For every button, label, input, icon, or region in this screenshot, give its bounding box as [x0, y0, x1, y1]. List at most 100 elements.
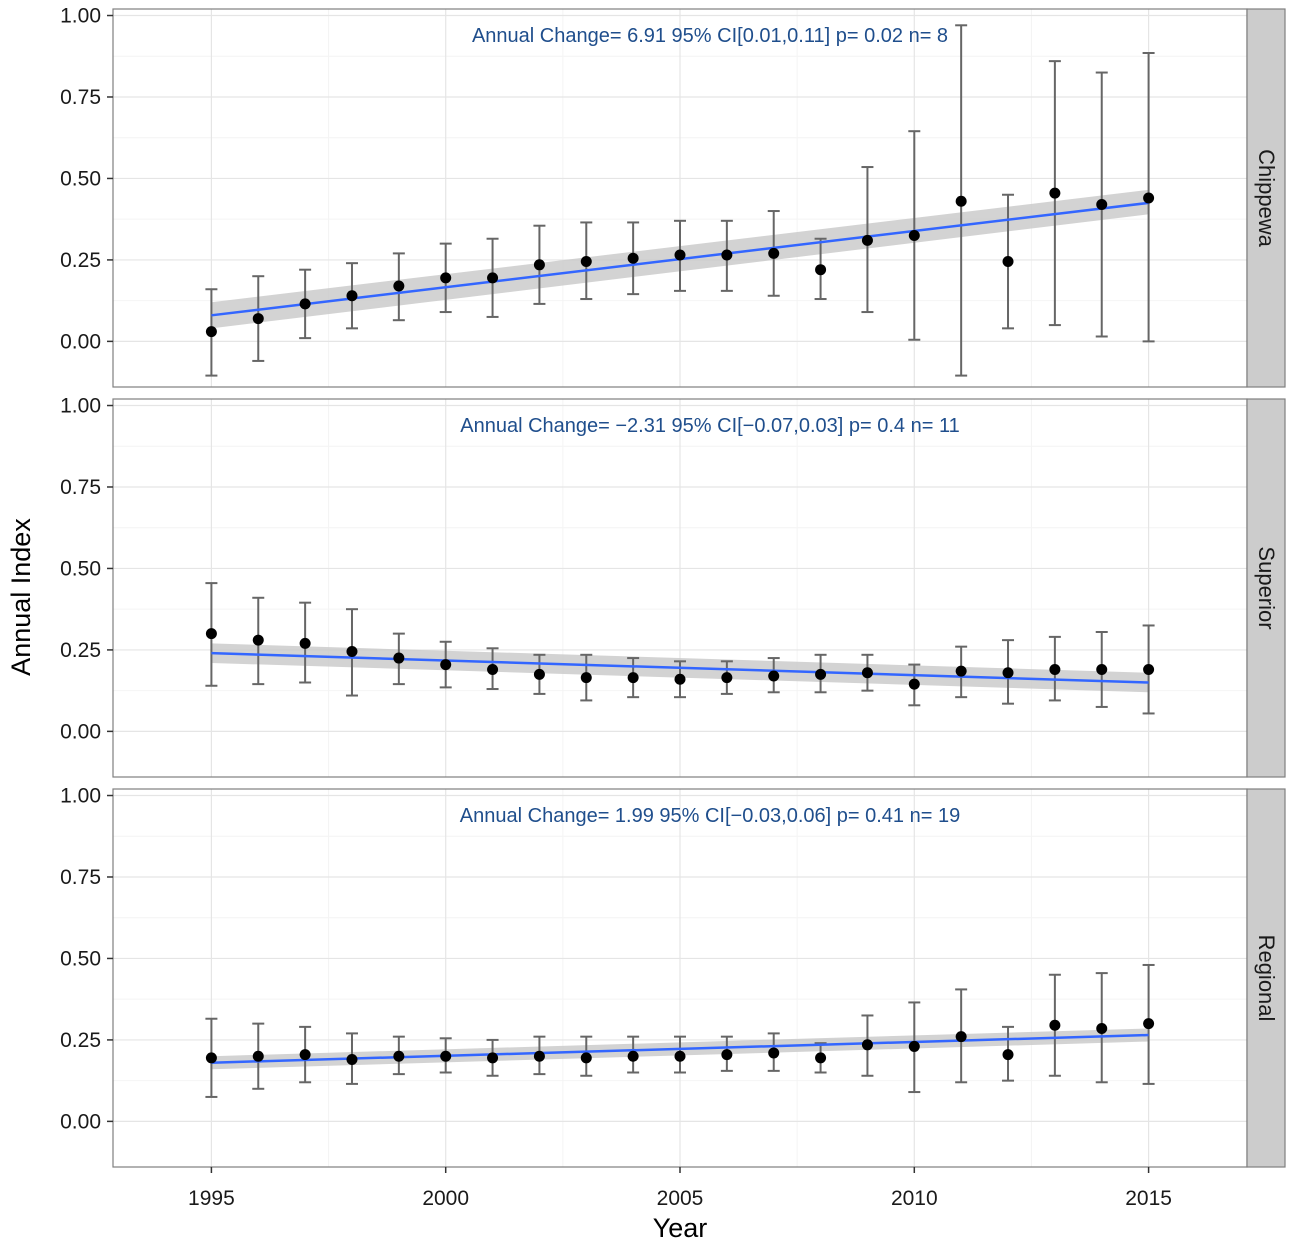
data-point: [580, 1052, 592, 1064]
trend-line: [211, 1033, 1149, 1064]
data-point: [487, 1052, 499, 1064]
data-point: [721, 1049, 733, 1061]
data-point: [393, 652, 405, 664]
facet-annotation: Annual Change= −2.31 95% CI[−0.07,0.03] …: [460, 415, 959, 437]
facet-panel-chippewa: Chippewa Annual Change= 6.91 95% CI[0.01,…: [60, 5, 1286, 388]
data-point: [908, 229, 920, 241]
data-point: [346, 1053, 358, 1065]
y-tick-label: 0.25: [60, 249, 101, 272]
data-point: [299, 1049, 311, 1061]
facet-panel-superior: Superior Annual Change= −2.31 95% CI[−0.0…: [60, 395, 1286, 778]
y-tick-label: 0.00: [60, 1110, 101, 1133]
data-point: [768, 247, 780, 259]
data-point: [955, 195, 967, 207]
data-point: [1143, 663, 1155, 675]
data-point: [440, 659, 452, 671]
data-point: [721, 249, 733, 261]
data-point: [1096, 663, 1108, 675]
data-point: [1002, 667, 1014, 679]
data-point: [440, 1050, 452, 1062]
facet-strip-label: Regional: [1254, 935, 1279, 1022]
data-point: [815, 1052, 827, 1064]
data-point: [1143, 192, 1155, 204]
data-point: [252, 313, 264, 325]
data-point: [861, 234, 873, 246]
y-tick-label: 0.25: [60, 639, 101, 662]
y-tick-label: 0.50: [60, 167, 101, 190]
data-point: [861, 667, 873, 679]
data-point: [768, 1047, 780, 1059]
y-tick-label: 0.75: [60, 476, 101, 499]
data-point: [252, 634, 264, 646]
data-point: [1096, 199, 1108, 211]
data-point: [346, 290, 358, 302]
y-tick-label: 0.25: [60, 1029, 101, 1052]
data-point: [908, 1040, 920, 1052]
y-axis-title: Annual Index: [6, 518, 36, 676]
data-point: [1096, 1023, 1108, 1035]
data-point: [1049, 187, 1061, 199]
data-point: [861, 1039, 873, 1051]
data-point: [487, 663, 499, 675]
facet-strip: [1246, 398, 1286, 778]
data-point: [768, 670, 780, 682]
data-point: [487, 272, 499, 284]
y-tick-label: 0.50: [60, 947, 101, 970]
data-point: [1002, 1049, 1014, 1061]
data-point: [627, 1050, 639, 1062]
x-tick-label: 1995: [188, 1187, 235, 1210]
data-point: [1002, 256, 1014, 268]
data-point: [299, 637, 311, 649]
data-point: [955, 1031, 967, 1043]
data-point: [815, 264, 827, 276]
data-point: [393, 280, 405, 292]
x-tick-label: 2010: [891, 1187, 938, 1210]
facet-panel-regional: Regional Annual Change= 1.99 95% CI[−0.03…: [60, 785, 1286, 1210]
y-tick-label: 0.50: [60, 557, 101, 580]
data-point: [674, 249, 686, 261]
data-point: [721, 672, 733, 684]
y-tick-label: 0.00: [60, 720, 101, 743]
data-point: [533, 259, 545, 271]
y-tick-label: 0.75: [60, 86, 101, 109]
data-point: [627, 672, 639, 684]
data-point: [627, 252, 639, 264]
y-tick-label: 1.00: [60, 785, 101, 808]
data-point: [393, 1050, 405, 1062]
data-point: [908, 678, 920, 690]
y-tick-label: 0.75: [60, 866, 101, 889]
facet-strip-label: Superior: [1254, 546, 1279, 629]
facet-strip: [1246, 788, 1286, 1168]
data-point: [205, 628, 217, 640]
facet-strip: [1246, 8, 1286, 388]
x-tick-label: 2005: [657, 1187, 704, 1210]
data-point: [674, 673, 686, 685]
x-axis-title: Year: [653, 1213, 708, 1242]
data-point: [252, 1050, 264, 1062]
data-point: [205, 1052, 217, 1064]
data-point: [1049, 1019, 1061, 1031]
data-point: [440, 272, 452, 284]
data-point: [580, 672, 592, 684]
data-point: [1049, 663, 1061, 675]
y-tick-label: 1.00: [60, 395, 101, 418]
data-point: [815, 668, 827, 680]
data-point: [346, 646, 358, 658]
x-tick-label: 2015: [1125, 1187, 1172, 1210]
y-tick-label: 1.00: [60, 5, 101, 28]
data-point: [674, 1050, 686, 1062]
data-point: [533, 1050, 545, 1062]
trend-line: [211, 651, 1149, 684]
facet-annotation: Annual Change= 6.91 95% CI[0.01,0.11] p=…: [472, 25, 948, 47]
data-point: [533, 668, 545, 680]
data-point: [955, 665, 967, 677]
x-tick-label: 2000: [422, 1187, 469, 1210]
data-point: [205, 326, 217, 338]
data-point: [299, 298, 311, 310]
facet-annotation: Annual Change= 1.99 95% CI[−0.03,0.06] p…: [460, 805, 960, 827]
y-tick-label: 0.00: [60, 330, 101, 353]
data-point: [580, 256, 592, 268]
facet-strip-label: Chippewa: [1254, 149, 1279, 248]
data-point: [1143, 1018, 1155, 1030]
